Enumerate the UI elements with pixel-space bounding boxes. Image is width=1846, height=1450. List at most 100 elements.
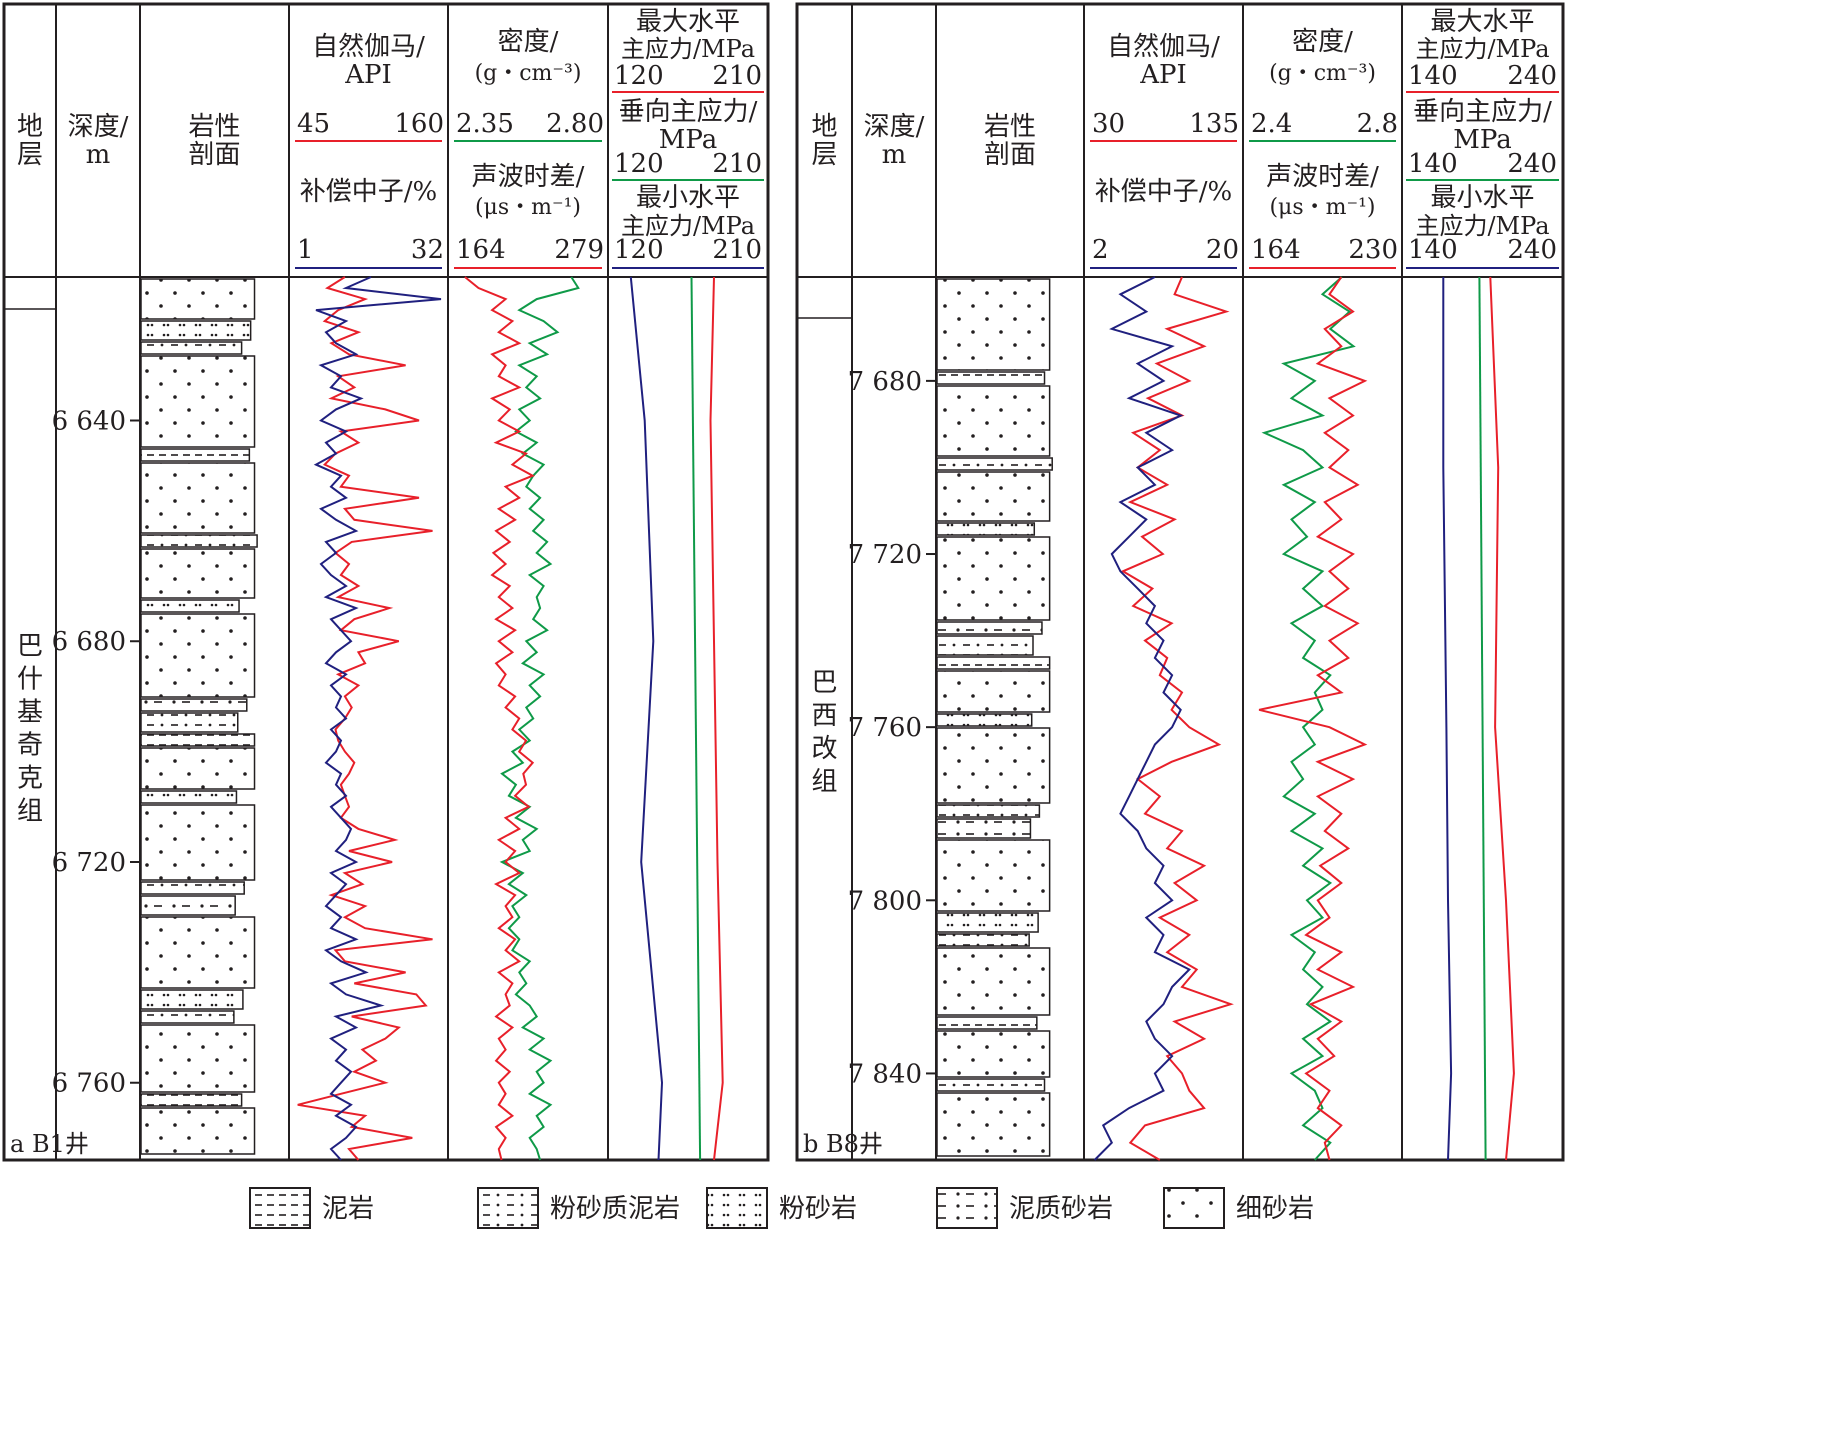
gamma-max: 160	[394, 109, 444, 139]
legend-swatch-mudstone	[249, 1187, 311, 1229]
formation-char: 基	[17, 698, 43, 728]
shmax-header: 最大水平	[636, 7, 740, 37]
lithology-bed	[140, 895, 236, 916]
lithology-header-2: 剖面	[984, 140, 1036, 170]
density-max: 2.80	[546, 109, 604, 139]
lithology-bed	[140, 534, 258, 548]
sonic-max: 279	[554, 235, 604, 265]
lithology-bed	[140, 278, 256, 320]
lithology-bed	[140, 989, 244, 1010]
gamma-header: 自然伽马/	[312, 32, 425, 62]
legend-swatch-siltstone	[706, 1187, 768, 1229]
lithology-bed	[140, 881, 245, 895]
density-header: 密度/	[1292, 27, 1353, 57]
lithology-bed	[140, 548, 256, 599]
log-curve	[1258, 276, 1368, 1161]
neutron-header: 补偿中子/%	[300, 177, 437, 207]
lithology-header: 岩性	[984, 112, 1036, 142]
gamma-unit: API	[344, 60, 392, 90]
shmax-min: 120	[614, 61, 664, 91]
lithology-bed	[140, 1107, 256, 1155]
gamma-min: 30	[1092, 109, 1125, 139]
legend-swatch-fine-sandstone	[1163, 1187, 1225, 1229]
shmin-header: 最小水平	[636, 183, 740, 213]
neutron-header: 补偿中子/%	[1095, 177, 1232, 207]
depth-tick-label: 6 640	[52, 406, 126, 436]
shmin-header: 最小水平	[1430, 183, 1534, 213]
lithology-bed	[936, 621, 1043, 635]
gamma-unit: API	[1139, 60, 1187, 90]
lithology-bed	[140, 599, 240, 613]
lithology-bed	[140, 804, 256, 881]
depth-tick-label: 7 800	[848, 886, 922, 916]
legend-label: 泥质砂岩	[1009, 1194, 1113, 1224]
panel-caption: b B8井	[803, 1130, 883, 1158]
stratum-header-char: 层	[811, 140, 837, 170]
lithology-bed	[936, 385, 1051, 457]
shmin-min: 120	[614, 235, 664, 265]
lithology-bed	[936, 933, 1030, 947]
lithology-bed	[140, 355, 256, 448]
lithology-bed	[936, 656, 1051, 670]
stratum-header-char: 地	[17, 112, 43, 142]
lithology-bed	[936, 371, 1046, 385]
lithology-bed	[936, 1016, 1038, 1030]
lithology-bed	[936, 522, 1036, 536]
sonic-max: 230	[1348, 235, 1398, 265]
neutron-min: 1	[297, 235, 314, 265]
log-curve	[313, 276, 442, 1161]
lithology-bed	[140, 613, 256, 698]
log-curve	[464, 276, 536, 1161]
gamma-max: 135	[1189, 109, 1239, 139]
lithology-bed	[936, 818, 1032, 839]
log-curve	[1261, 276, 1356, 1161]
lithology-bed	[936, 536, 1051, 621]
density-unit: (g・cm⁻³)	[1269, 61, 1376, 86]
legend-label: 粉砂质泥岩	[550, 1194, 680, 1224]
lithology-header: 岩性	[188, 112, 240, 142]
depth-tick-label: 6 760	[52, 1069, 126, 1099]
log-curve	[1489, 276, 1515, 1161]
sv-unit: MPa	[659, 125, 717, 155]
depth-unit: m	[86, 140, 111, 170]
lithology-bed	[140, 733, 256, 747]
log-curve	[1093, 276, 1191, 1161]
lithology-bed	[140, 448, 251, 462]
shmax-header: 最大水平	[1430, 7, 1534, 37]
shmin-max: 210	[712, 235, 762, 265]
gamma-header: 自然伽马/	[1107, 32, 1220, 62]
lithology-bed	[140, 341, 243, 355]
sv-header: 垂向主应力/	[1413, 97, 1552, 127]
panel-frame	[2, 2, 770, 1162]
lithology-bed	[936, 278, 1051, 371]
formation-char: 什	[17, 665, 43, 695]
formation-char: 西	[811, 701, 837, 731]
lithology-bed	[936, 947, 1051, 1016]
stratum-header-char: 地	[811, 112, 837, 142]
lithology-bed	[936, 670, 1051, 713]
lithology-bed	[936, 727, 1051, 804]
depth-unit: m	[882, 140, 907, 170]
depth-tick-label: 7 840	[848, 1059, 922, 1089]
sv-min: 140	[1408, 149, 1458, 179]
lithology-bed	[140, 747, 256, 790]
depth-tick-label: 6 680	[52, 627, 126, 657]
shmax-max: 210	[712, 61, 762, 91]
shmin-header-2: 主应力/MPa	[621, 212, 755, 240]
lithology-bed	[936, 804, 1041, 818]
density-unit: (g・cm⁻³)	[475, 61, 582, 86]
sv-unit: MPa	[1453, 125, 1511, 155]
lithology-bed	[936, 635, 1034, 656]
lithology-bed	[936, 1092, 1051, 1157]
legend-label: 泥岩	[322, 1194, 374, 1224]
shmax-min: 140	[1408, 61, 1458, 91]
lithology-bed	[140, 1024, 256, 1093]
legend-label: 细砂岩	[1236, 1194, 1314, 1224]
lithology-bed	[140, 1093, 243, 1107]
gamma-min: 45	[297, 109, 330, 139]
lithology-bed	[140, 790, 238, 804]
sonic-unit: (μs・m⁻¹)	[475, 195, 581, 220]
shmin-min: 140	[1408, 235, 1458, 265]
